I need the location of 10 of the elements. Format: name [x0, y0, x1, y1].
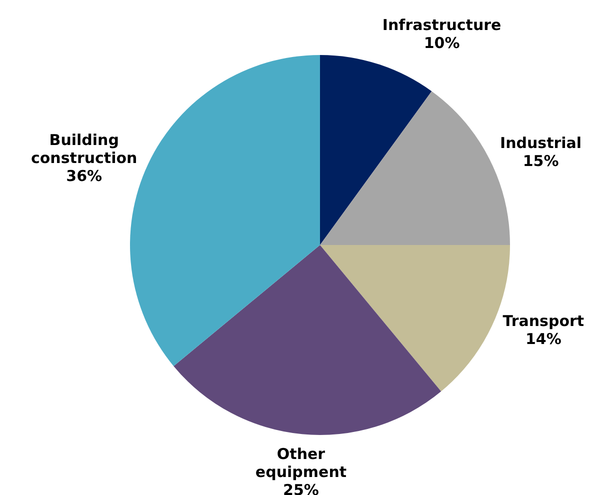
- slice-label: Industrial: [500, 134, 582, 152]
- slice-label: Infrastructure: [382, 16, 502, 34]
- data-label: 15%: [522, 152, 559, 170]
- data-label: 36%: [66, 166, 102, 185]
- data-label: 10%: [424, 34, 460, 52]
- slice-label: Building construction: [30, 130, 138, 167]
- slice-label: Transport: [502, 312, 584, 330]
- slice-label: Other equipment: [255, 444, 347, 481]
- data-label: 25%: [283, 480, 319, 495]
- data-label: 14%: [525, 330, 562, 348]
